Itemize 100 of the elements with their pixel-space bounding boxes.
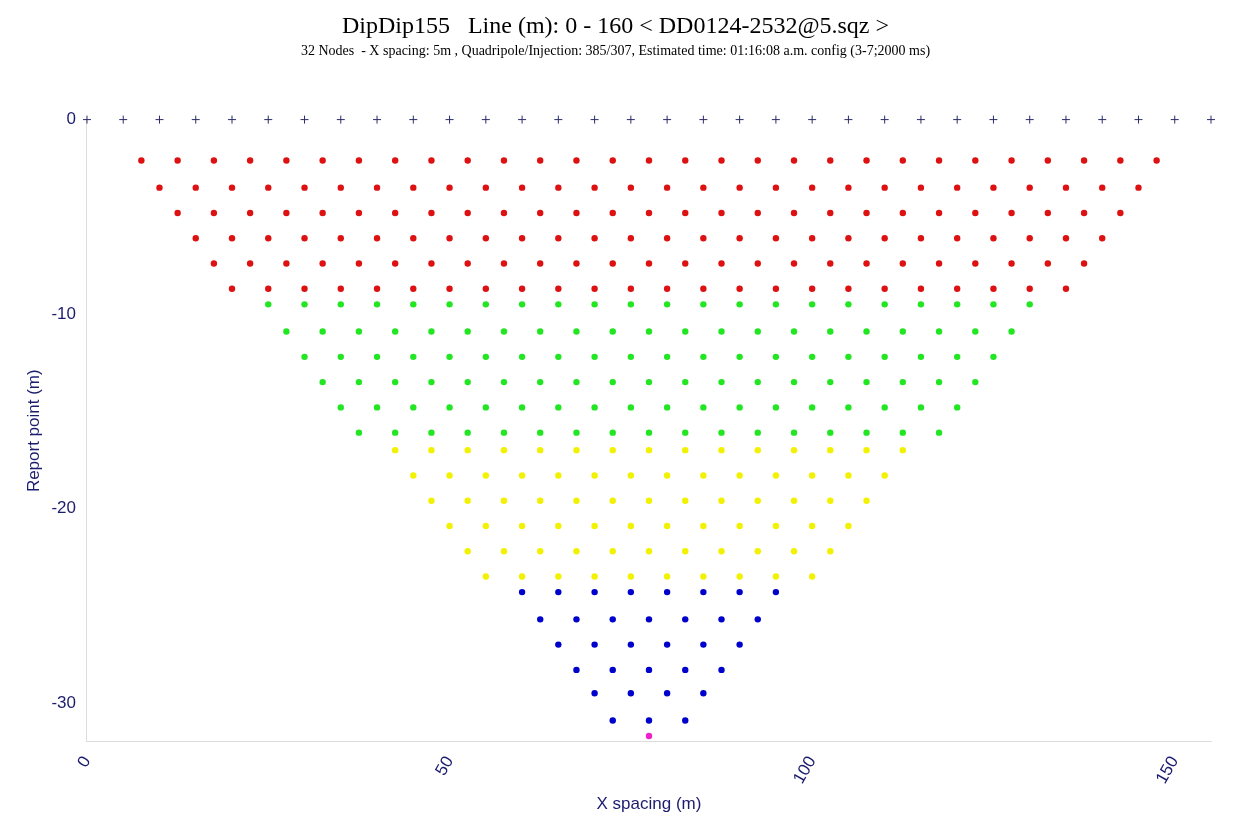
point — [627, 641, 635, 648]
point — [482, 404, 490, 411]
point — [718, 328, 725, 335]
point — [482, 472, 490, 479]
point — [645, 497, 653, 504]
point — [972, 209, 979, 217]
point — [500, 446, 508, 454]
point — [754, 616, 761, 623]
point — [609, 378, 616, 386]
point — [591, 588, 598, 596]
point — [464, 209, 471, 217]
point — [174, 157, 181, 164]
point — [446, 522, 453, 530]
point — [300, 115, 310, 125]
point — [682, 497, 689, 504]
point — [265, 235, 272, 242]
point — [718, 548, 725, 555]
point — [500, 429, 508, 436]
point — [736, 353, 743, 361]
point — [518, 235, 526, 242]
point — [573, 666, 580, 674]
point — [210, 260, 218, 267]
point — [645, 717, 653, 724]
point — [972, 260, 979, 267]
point — [373, 235, 381, 242]
point — [917, 353, 925, 361]
point — [263, 115, 273, 125]
point — [555, 472, 562, 479]
point — [827, 328, 834, 335]
point — [863, 429, 870, 436]
point — [301, 353, 308, 361]
point — [500, 328, 508, 335]
point — [808, 573, 816, 580]
point — [537, 260, 544, 267]
point — [808, 301, 816, 308]
point — [555, 588, 562, 596]
point — [899, 157, 906, 164]
x-tick-label: 50 — [431, 752, 458, 779]
point — [446, 404, 453, 411]
point — [482, 301, 490, 308]
point — [518, 184, 526, 191]
point — [283, 260, 290, 267]
point — [881, 472, 888, 479]
point — [827, 497, 834, 504]
point — [518, 588, 526, 596]
point — [301, 285, 308, 292]
point — [700, 472, 707, 479]
point — [337, 301, 344, 308]
point — [700, 353, 707, 361]
point — [682, 717, 689, 724]
point — [682, 666, 689, 674]
point — [845, 353, 852, 361]
point — [718, 378, 725, 386]
point — [265, 285, 272, 292]
x-tick-label: 0 — [73, 752, 95, 771]
point — [609, 497, 616, 504]
point — [573, 548, 580, 555]
point — [283, 209, 290, 217]
point — [718, 666, 725, 674]
y-tick-label: -30 — [51, 692, 76, 712]
point — [917, 404, 925, 411]
point — [1025, 115, 1035, 125]
point — [428, 429, 435, 436]
point — [863, 209, 870, 217]
point — [500, 497, 508, 504]
point — [553, 115, 563, 125]
point — [482, 522, 490, 530]
point — [935, 157, 943, 164]
point — [953, 301, 961, 308]
point — [952, 115, 962, 125]
point — [718, 209, 725, 217]
point — [663, 641, 671, 648]
point — [935, 378, 943, 386]
point — [790, 209, 798, 217]
point — [537, 429, 544, 436]
point — [935, 260, 943, 267]
point — [373, 301, 381, 308]
point — [627, 472, 635, 479]
point — [754, 429, 761, 436]
point — [336, 115, 346, 125]
point — [845, 472, 852, 479]
point — [663, 285, 671, 292]
point — [1026, 285, 1033, 292]
point — [391, 328, 399, 335]
point — [373, 285, 381, 292]
point — [391, 446, 399, 454]
point — [591, 353, 598, 361]
y-axis-title: Report point (m) — [23, 369, 43, 493]
point — [953, 404, 961, 411]
point — [464, 157, 471, 164]
point — [464, 446, 471, 454]
point — [736, 235, 743, 242]
point — [700, 588, 707, 596]
point — [410, 285, 417, 292]
point — [682, 616, 689, 623]
point — [627, 301, 635, 308]
point — [917, 235, 925, 242]
point — [1008, 260, 1015, 267]
point — [700, 522, 707, 530]
point — [391, 378, 399, 386]
